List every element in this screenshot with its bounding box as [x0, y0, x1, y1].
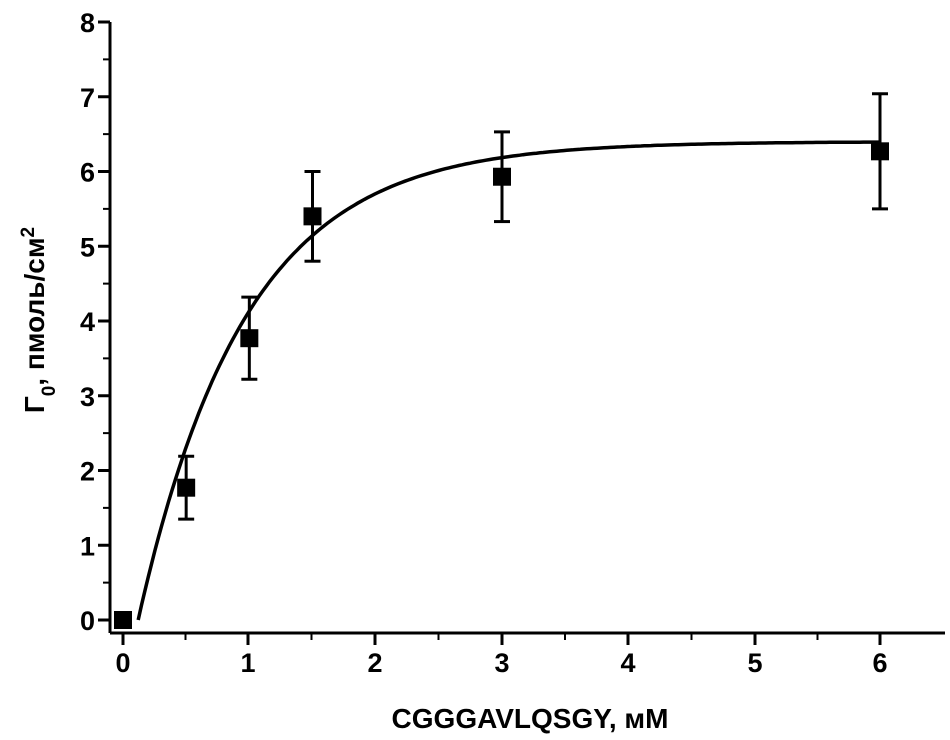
fit-curve — [136, 140, 880, 621]
x-tick-label: 2 — [367, 648, 382, 678]
y-tick-label: 7 — [80, 83, 95, 113]
data-points — [114, 92, 889, 629]
y-axis-title: Γ0, пмоль/см2 — [18, 227, 60, 413]
data-point — [114, 611, 132, 629]
x-tick-label: 0 — [115, 648, 130, 678]
y-axis-title-rest: , пмоль/см — [19, 237, 50, 385]
y-tick-label: 8 — [80, 8, 95, 38]
x-tick-label: 4 — [620, 648, 635, 678]
x-tick-label: 1 — [240, 648, 255, 678]
y-tick-label: 4 — [80, 307, 95, 337]
x-axis-title: CGGGAVLQSGY, мМ — [392, 703, 669, 734]
y-tick-label: 3 — [80, 382, 95, 412]
ticks — [98, 20, 882, 645]
y-axis-title-main: Γ — [19, 396, 50, 413]
fit-curve-layer — [136, 140, 880, 621]
data-point — [240, 329, 259, 348]
data-point — [177, 478, 196, 497]
data-point — [871, 142, 889, 161]
y-tick-label: 2 — [80, 457, 95, 487]
x-tick-label: 6 — [872, 648, 887, 678]
y-tick-label: 6 — [80, 158, 95, 188]
y-tick-label: 0 — [80, 606, 95, 636]
y-axis-title-subscript: 0 — [39, 386, 60, 397]
y-tick-label: 1 — [80, 531, 95, 561]
data-point — [493, 167, 511, 186]
x-tick-label: 3 — [494, 648, 509, 678]
x-tick-label: 5 — [747, 648, 762, 678]
y-tick-label: 5 — [80, 232, 95, 262]
y-axis-title-superscript: 2 — [18, 227, 39, 238]
data-point — [303, 207, 322, 226]
axes — [108, 22, 945, 635]
